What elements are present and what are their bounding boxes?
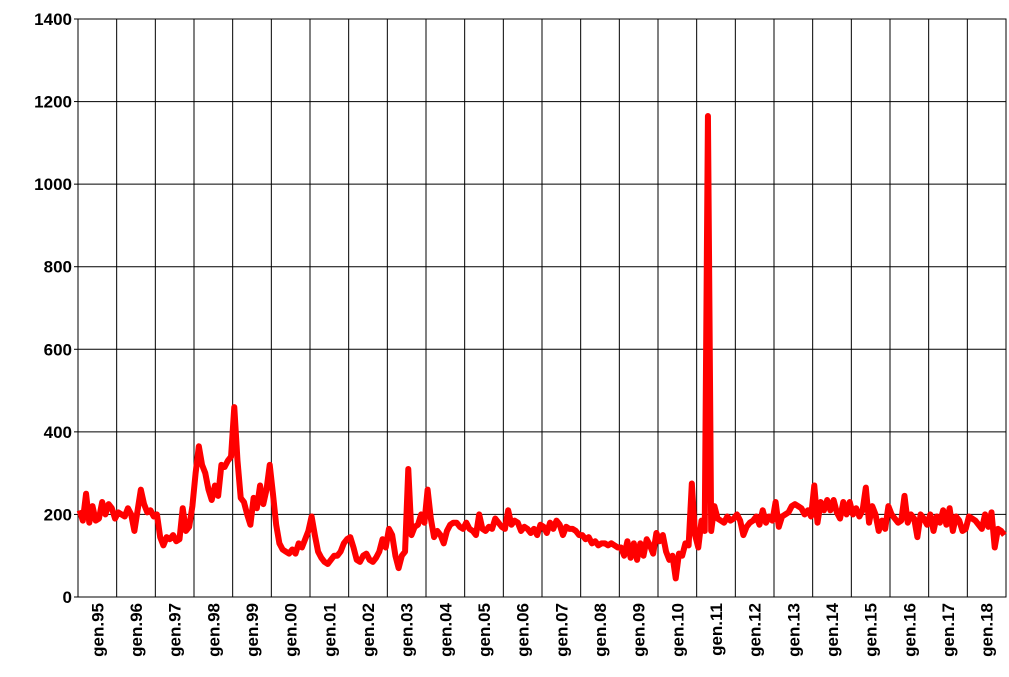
- y-tick-label: 600: [44, 340, 72, 359]
- y-tick-label: 1000: [34, 175, 72, 194]
- x-tick-label: gen.16: [900, 603, 919, 657]
- y-tick-label: 1400: [34, 10, 72, 29]
- y-tick-label: 400: [44, 423, 72, 442]
- x-tick-label: gen.01: [320, 603, 339, 657]
- x-tick-label: gen.04: [436, 602, 455, 656]
- x-tick-label: gen.99: [243, 603, 262, 657]
- x-tick-label: gen.07: [552, 603, 571, 657]
- x-tick-label: gen.12: [746, 603, 765, 657]
- plot-border: [77, 18, 1007, 598]
- y-tick-label: 0: [63, 588, 72, 607]
- x-tick-label: gen.00: [282, 603, 301, 657]
- x-tick-label: gen.18: [978, 603, 997, 657]
- x-tick-label: gen.96: [127, 603, 146, 657]
- x-tick-label: gen.09: [630, 603, 649, 657]
- y-tick-label: 1200: [34, 93, 72, 112]
- data-line: [76, 113, 1007, 582]
- y-tick-label: 800: [44, 258, 72, 277]
- x-tick-label: gen.10: [668, 603, 687, 657]
- x-tick-label: gen.95: [88, 603, 107, 657]
- y-tick-label: 200: [44, 505, 72, 524]
- x-tick-label: gen.02: [359, 603, 378, 657]
- x-tick-label: gen.98: [204, 603, 223, 657]
- x-tick-label: gen.97: [166, 603, 185, 657]
- x-tick-label: gen.08: [591, 603, 610, 657]
- x-tick-label: gen.15: [862, 603, 881, 657]
- x-tick-label: gen.14: [823, 602, 842, 656]
- x-tick-label: gen.17: [939, 603, 958, 657]
- x-tick-label: gen.11: [707, 603, 726, 656]
- x-tick-label: gen.13: [784, 603, 803, 657]
- x-tick-label: gen.06: [514, 603, 533, 657]
- x-tick-label: gen.03: [398, 603, 417, 657]
- x-tick-label: gen.05: [475, 603, 494, 657]
